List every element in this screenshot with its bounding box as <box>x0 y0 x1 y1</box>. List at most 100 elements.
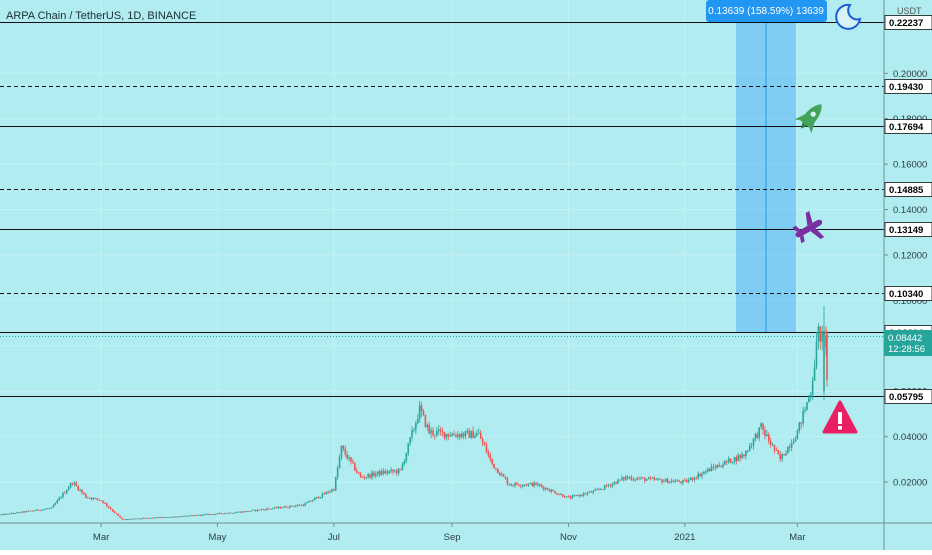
candle-body[interactable] <box>825 335 827 348</box>
candle-body[interactable] <box>376 471 379 474</box>
candle-body[interactable] <box>443 431 446 438</box>
candle-body[interactable] <box>407 443 410 454</box>
candle-body[interactable] <box>605 485 608 486</box>
candle-body[interactable] <box>380 470 383 475</box>
candle-body[interactable] <box>79 490 81 491</box>
candle-body[interactable] <box>552 489 555 492</box>
candle-body[interactable] <box>193 515 196 517</box>
candle-body[interactable] <box>584 493 587 495</box>
candle-body[interactable] <box>788 446 791 448</box>
candle-body[interactable] <box>249 511 251 512</box>
candle-body[interactable] <box>424 414 427 427</box>
candle-body[interactable] <box>375 473 377 476</box>
candle-body[interactable] <box>466 430 469 432</box>
candle-body[interactable] <box>226 513 228 515</box>
candle-body[interactable] <box>783 454 785 456</box>
candle-body[interactable] <box>251 510 253 512</box>
candle-body[interactable] <box>289 505 291 508</box>
candle-body[interactable] <box>479 432 482 439</box>
candle-body[interactable] <box>645 479 648 481</box>
candle-body[interactable] <box>521 485 524 487</box>
candle-body[interactable] <box>273 507 276 509</box>
candle-body[interactable] <box>460 433 463 438</box>
candle-body[interactable] <box>684 480 686 481</box>
candle-body[interactable] <box>48 508 51 509</box>
candle-body[interactable] <box>497 468 499 474</box>
candle-body[interactable] <box>18 512 20 513</box>
candle-body[interactable] <box>678 480 680 482</box>
candle-body[interactable] <box>147 518 150 519</box>
candle-body[interactable] <box>81 490 83 493</box>
candle-body[interactable] <box>313 498 316 501</box>
candle-body[interactable] <box>319 497 322 499</box>
candle-body[interactable] <box>432 430 434 435</box>
candle-body[interactable] <box>397 468 400 473</box>
candle-body[interactable] <box>220 512 223 514</box>
candle-body[interactable] <box>186 515 188 517</box>
candle-body[interactable] <box>44 508 47 510</box>
candle-body[interactable] <box>88 497 91 499</box>
candle-body[interactable] <box>823 332 825 392</box>
candle-body[interactable] <box>71 483 74 485</box>
candle-body[interactable] <box>146 518 148 519</box>
candle-body[interactable] <box>262 509 265 511</box>
candle-body[interactable] <box>86 497 89 499</box>
candle-body[interactable] <box>464 431 467 437</box>
candle-body[interactable] <box>197 514 200 516</box>
candle-body[interactable] <box>317 496 320 499</box>
candle-body[interactable] <box>495 468 497 470</box>
candle-body[interactable] <box>85 494 87 498</box>
candle-body[interactable] <box>630 477 633 480</box>
candle-body[interactable] <box>195 515 198 517</box>
candle-body[interactable] <box>369 474 371 478</box>
candle-body[interactable] <box>283 506 286 508</box>
candle-body[interactable] <box>531 482 534 487</box>
candle-body[interactable] <box>174 516 177 518</box>
candle-body[interactable] <box>699 473 701 477</box>
candle-body[interactable] <box>359 473 362 477</box>
candle-body[interactable] <box>0 514 1 516</box>
candle-body[interactable] <box>561 494 564 497</box>
candle-body[interactable] <box>439 429 442 432</box>
candle-body[interactable] <box>10 513 13 515</box>
candle-body[interactable] <box>287 507 289 509</box>
candle-body[interactable] <box>800 422 803 424</box>
candle-body[interactable] <box>430 430 432 434</box>
candle-body[interactable] <box>760 423 762 428</box>
candle-body[interactable] <box>817 326 820 342</box>
candle-body[interactable] <box>14 513 17 515</box>
candle-body[interactable] <box>682 480 684 483</box>
candle-body[interactable] <box>476 433 478 436</box>
candle-body[interactable] <box>457 434 459 437</box>
candle-body[interactable] <box>373 472 375 476</box>
candle-body[interactable] <box>670 480 673 482</box>
candle-body[interactable] <box>472 430 474 439</box>
candle-body[interactable] <box>228 512 230 514</box>
candle-body[interactable] <box>209 514 211 515</box>
candle-body[interactable] <box>743 454 745 456</box>
candle-body[interactable] <box>233 512 236 514</box>
candle-body[interactable] <box>577 495 579 497</box>
candle-body[interactable] <box>622 477 625 480</box>
candle-body[interactable] <box>813 367 816 381</box>
candle-body[interactable] <box>224 513 226 515</box>
candle-body[interactable] <box>1 514 3 515</box>
candle-body[interactable] <box>182 516 184 517</box>
candle-body[interactable] <box>37 509 39 511</box>
candle-body[interactable] <box>590 491 593 493</box>
candle-body[interactable] <box>550 489 553 492</box>
candle-body[interactable] <box>247 510 249 512</box>
candle-body[interactable] <box>201 514 204 516</box>
candle-body[interactable] <box>680 481 682 483</box>
candle-body[interactable] <box>779 454 782 460</box>
candle-body[interactable] <box>96 498 99 500</box>
candle-body[interactable] <box>603 485 606 490</box>
candle-body[interactable] <box>766 434 768 437</box>
candle-body[interactable] <box>128 519 131 520</box>
candle-body[interactable] <box>361 476 364 478</box>
candle-body[interactable] <box>405 453 408 462</box>
candle-body[interactable] <box>502 474 505 477</box>
candle-body[interactable] <box>352 461 354 463</box>
candle-body[interactable] <box>746 451 749 452</box>
